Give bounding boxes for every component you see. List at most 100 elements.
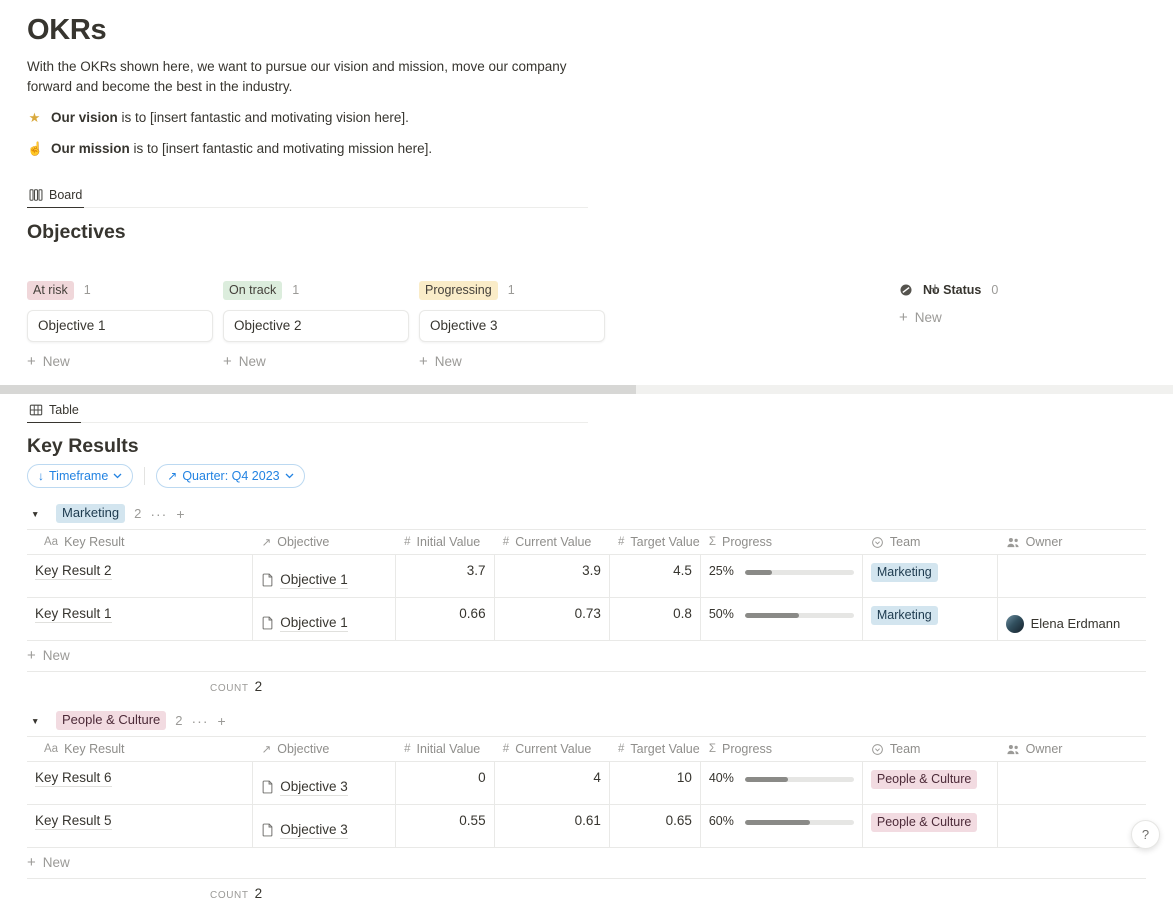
group-badge-people-culture[interactable]: People & Culture [56,711,166,730]
target-value-cell[interactable]: 4.5 [610,555,701,597]
column-header-target-value[interactable]: #Target Value [610,742,701,756]
horizontal-scrollbar[interactable] [0,385,1173,394]
group-add-icon[interactable]: + [176,506,185,522]
progress-cell[interactable]: 60% [701,805,863,847]
objective-card[interactable]: Objective 3 [419,310,605,342]
add-row-button[interactable]: + New [27,641,1146,672]
help-button[interactable]: ? [1131,820,1160,849]
progress-bar [745,777,854,782]
progress-percent: 40% [709,771,737,785]
objective-link[interactable]: Objective 1 [280,615,348,632]
board-column-header[interactable]: On track 1 [223,278,409,302]
column-header-initial-value[interactable]: #Initial Value [396,742,495,756]
group-add-icon[interactable]: + [218,713,227,729]
team-cell[interactable]: Marketing [863,555,998,597]
vision-lead: Our vision [51,110,118,125]
column-header-team[interactable]: Team [863,535,998,549]
progress-cell[interactable]: 25% [701,555,863,597]
team-cell[interactable]: Marketing [863,598,998,640]
target-value-cell[interactable]: 0.65 [610,805,701,847]
objective-cell[interactable]: Objective 3 [253,762,396,804]
objective-link[interactable]: Objective 1 [280,572,348,589]
objective-cell[interactable]: Objective 3 [253,805,396,847]
add-card-button[interactable]: + New [27,350,213,373]
owner-cell[interactable] [998,555,1146,597]
group-count: 2 [134,506,141,521]
filter-timeframe[interactable]: ↓ Timeframe [27,464,133,488]
owner-cell[interactable]: Elena Erdmann [998,598,1146,640]
initial-value-cell[interactable]: 0.55 [396,805,495,847]
group-badge-marketing[interactable]: Marketing [56,504,125,523]
target-value-cell[interactable]: 0.8 [610,598,701,640]
team-cell[interactable]: People & Culture [863,805,998,847]
group-options-icon[interactable]: ··· [192,713,209,729]
scrollbar-thumb[interactable] [0,385,636,394]
group-options-icon[interactable]: ··· [150,506,167,522]
team-cell[interactable]: People & Culture [863,762,998,804]
objective-link[interactable]: Objective 3 [280,822,348,839]
tab-table-label: Table [49,403,79,417]
collapse-toggle[interactable]: ▼ [31,716,47,726]
initial-value-cell[interactable]: 0.66 [396,598,495,640]
column-header-objective[interactable]: ↗Objective [254,742,397,756]
team-badge: People & Culture [871,770,978,789]
key-result-cell[interactable]: Key Result 1 [27,598,253,640]
progress-cell[interactable]: 40% [701,762,863,804]
initial-value-cell[interactable]: 0 [396,762,495,804]
progress-percent: 50% [709,607,737,621]
add-card-label: New [239,354,266,369]
people-icon [1006,743,1020,756]
add-card-button[interactable]: + New [899,306,1135,329]
objective-cell[interactable]: Objective 1 [253,598,396,640]
key-result-cell[interactable]: Key Result 5 [27,805,253,847]
owner-cell[interactable] [998,762,1146,804]
add-group-button[interactable]: + [930,279,940,299]
count-value: 2 [255,679,263,694]
table-row: Key Result 6 Objective 3 0 4 10 40% Peop… [27,762,1146,805]
column-header-current-value[interactable]: #Current Value [495,742,610,756]
group-calculation[interactable]: COUNT 2 [27,672,1146,703]
objective-card[interactable]: Objective 2 [223,310,409,342]
tab-board[interactable]: Board [27,185,84,208]
column-header-owner[interactable]: Owner [998,535,1146,549]
group-calculation[interactable]: COUNT 2 [27,879,1146,910]
add-row-button[interactable]: + New [27,848,1146,879]
current-value-cell[interactable]: 4 [495,762,610,804]
key-result-cell[interactable]: Key Result 6 [27,762,253,804]
initial-value-cell[interactable]: 3.7 [396,555,495,597]
column-header-team[interactable]: Team [863,742,998,756]
current-value-cell[interactable]: 0.61 [495,805,610,847]
key-result-cell[interactable]: Key Result 2 [27,555,253,597]
target-value-cell[interactable]: 10 [610,762,701,804]
mission-bullet: ☝ Our mission is to [insert fantastic an… [27,139,589,159]
page-icon [261,573,274,587]
column-header-initial-value[interactable]: #Initial Value [396,535,495,549]
owner-cell[interactable] [998,805,1146,847]
board-column-header[interactable]: At risk 1 [27,278,213,302]
objective-cell[interactable]: Objective 1 [253,555,396,597]
progress-cell[interactable]: 50% [701,598,863,640]
number-icon: # [404,536,410,548]
progress-bar [745,613,854,618]
text-property-icon: Aa [44,536,58,548]
column-header-target-value[interactable]: #Target Value [610,535,701,549]
objective-link[interactable]: Objective 3 [280,779,348,796]
objective-card[interactable]: Objective 1 [27,310,213,342]
filter-quarter[interactable]: ↗ Quarter: Q4 2023 [156,464,304,488]
table-row: Key Result 1 Objective 1 0.66 0.73 0.8 5… [27,598,1146,641]
add-card-button[interactable]: + New [223,350,409,373]
collapse-toggle[interactable]: ▼ [31,509,47,519]
board-column-header[interactable]: Progressing 1 [419,278,605,302]
add-card-button[interactable]: + New [419,350,605,373]
current-value-cell[interactable]: 3.9 [495,555,610,597]
column-header-current-value[interactable]: #Current Value [495,535,610,549]
current-value-cell[interactable]: 0.73 [495,598,610,640]
table-view-tab-bar: Table [27,400,588,423]
column-header-objective[interactable]: ↗Objective [254,535,397,549]
column-header-owner[interactable]: Owner [998,742,1146,756]
tab-table[interactable]: Table [27,400,81,423]
